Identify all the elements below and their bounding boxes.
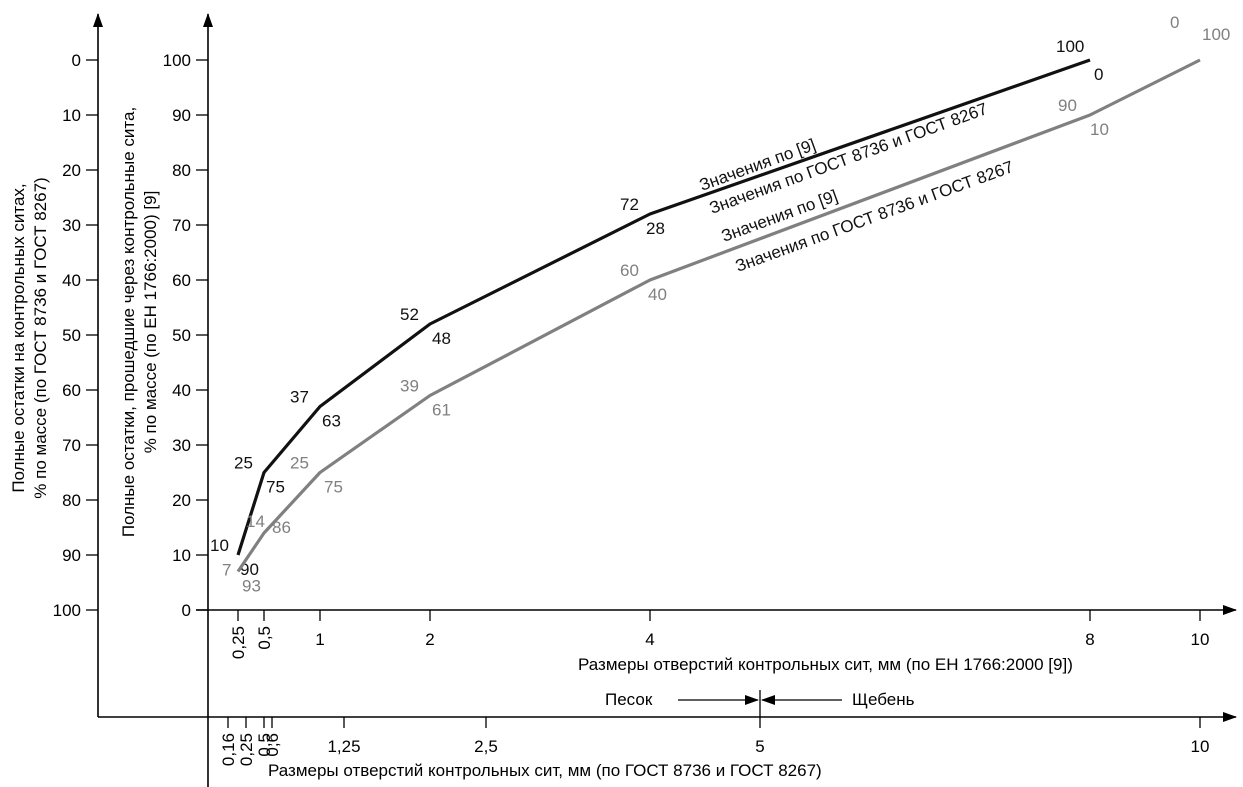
point-retained-label: 86 xyxy=(272,518,291,537)
outer-y-label-line1: Полные остатки на контрольных ситах, xyxy=(9,183,28,492)
bottom-x-tick-label: 2,5 xyxy=(474,737,498,756)
point-retained-label: 93 xyxy=(242,577,261,596)
point-retained-label: 90 xyxy=(240,560,259,579)
inner-y-tick-label: 80 xyxy=(172,161,191,180)
point-pass-label: 0 xyxy=(1170,13,1179,32)
inner-y-tick-label: 0 xyxy=(182,601,191,620)
bottom-x-tick-label: 10 xyxy=(1191,737,1210,756)
inner-y-label-line1: Полные остатки, прошедшие через контроль… xyxy=(119,107,138,537)
sand-zone-label: Песок xyxy=(605,690,653,709)
point-pass-label: 90 xyxy=(1058,96,1077,115)
top-x-ticks: 0,25 0,5 1 2 4 8 10 xyxy=(229,610,1209,659)
point-retained-label: 40 xyxy=(648,285,667,304)
inner-y-tick-label: 40 xyxy=(172,381,191,400)
outer-y-tick-label: 60 xyxy=(62,381,81,400)
point-retained-label: 48 xyxy=(432,329,451,348)
point-pass-label: 60 xyxy=(620,261,639,280)
bottom-x-ticks: 0,16 0,25 0,50,6 1,25 2,5 5 10 xyxy=(219,717,1209,766)
inner-y-tick-label: 70 xyxy=(172,216,191,235)
outer-y-tick-label: 50 xyxy=(62,326,81,345)
point-pass-label: 52 xyxy=(400,305,419,324)
point-retained-label: 100 xyxy=(1202,25,1230,44)
bottom-x-tick-label: 0,5 xyxy=(255,733,274,757)
point-pass-label: 37 xyxy=(290,388,309,407)
top-x-tick-label: 8 xyxy=(1085,630,1094,649)
point-pass-label: 25 xyxy=(234,454,253,473)
inner-y-tick-label: 90 xyxy=(172,106,191,125)
bottom-x-axis-label: Размеры отверстий контрольных сит, мм (п… xyxy=(268,761,822,780)
outer-y-tick-label: 90 xyxy=(62,546,81,565)
point-retained-label: 61 xyxy=(432,401,451,420)
bottom-x-tick-label: 0,25 xyxy=(237,733,256,766)
top-x-tick-label: 4 xyxy=(645,630,654,649)
inner-y-tick-label: 50 xyxy=(172,326,191,345)
top-x-tick-label: 1 xyxy=(315,630,324,649)
outer-y-tick-label: 20 xyxy=(62,161,81,180)
gravel-zone-label: Щебень xyxy=(852,690,915,709)
top-x-tick-label: 2 xyxy=(425,630,434,649)
inner-y-tick-label: 20 xyxy=(172,491,191,510)
series-line-1 xyxy=(236,58,1201,573)
point-pass-label: 72 xyxy=(620,195,639,214)
point-retained-label: 10 xyxy=(1090,120,1109,139)
inner-y-tick-label: 10 xyxy=(172,546,191,565)
outer-y-tick-label: 70 xyxy=(62,436,81,455)
outer-y-tick-label: 10 xyxy=(62,106,81,125)
series-line-0 xyxy=(236,58,1091,556)
point-retained-label: 63 xyxy=(322,412,341,431)
point-pass-label: 14 xyxy=(246,512,265,531)
inner-y-tick-label: 100 xyxy=(163,51,191,70)
point-retained-label: 75 xyxy=(266,478,285,497)
point-pass-label: 7 xyxy=(222,561,231,580)
bottom-x-tick-label: 1,25 xyxy=(327,737,360,756)
bottom-x-tick-label: 5 xyxy=(755,737,764,756)
point-pass-label: 25 xyxy=(290,454,309,473)
point-pass-label: 10 xyxy=(210,536,229,555)
outer-y-tick-label: 0 xyxy=(72,51,81,70)
top-x-tick-label: 0,25 xyxy=(229,626,248,659)
point-pass-label: 100 xyxy=(1056,37,1084,56)
bottom-x-tick-label: 0,6 xyxy=(263,733,282,757)
point-retained-label: 75 xyxy=(324,478,343,497)
point-pass-label: 39 xyxy=(400,377,419,396)
inner-y-ticks: 0 10 20 30 40 50 60 70 80 90 100 xyxy=(163,51,208,620)
outer-y-tick-label: 40 xyxy=(62,271,81,290)
inner-y-tick-label: 30 xyxy=(172,436,191,455)
top-x-tick-label: 10 xyxy=(1191,630,1210,649)
outer-y-tick-label: 100 xyxy=(53,601,81,620)
outer-y-tick-label: 80 xyxy=(62,491,81,510)
inner-y-tick-label: 60 xyxy=(172,271,191,290)
bottom-x-tick-label: 0,16 xyxy=(219,733,238,766)
point-retained-label: 28 xyxy=(646,219,665,238)
top-x-axis-label: Размеры отверстий контрольных сит, мм (п… xyxy=(578,655,1073,674)
outer-y-tick-label: 30 xyxy=(62,216,81,235)
outer-y-label-line2: % по массе (по ГОСТ 8736 и ГОСТ 8267) xyxy=(31,177,50,498)
point-retained-label: 0 xyxy=(1094,65,1103,84)
inner-y-label-line2: % по массе (по ЕН 1766:2000) [9] xyxy=(141,191,160,454)
outer-y-ticks: 0 10 20 30 40 50 60 70 80 90 100 xyxy=(53,51,98,620)
top-x-tick-label: 0,5 xyxy=(255,626,274,650)
